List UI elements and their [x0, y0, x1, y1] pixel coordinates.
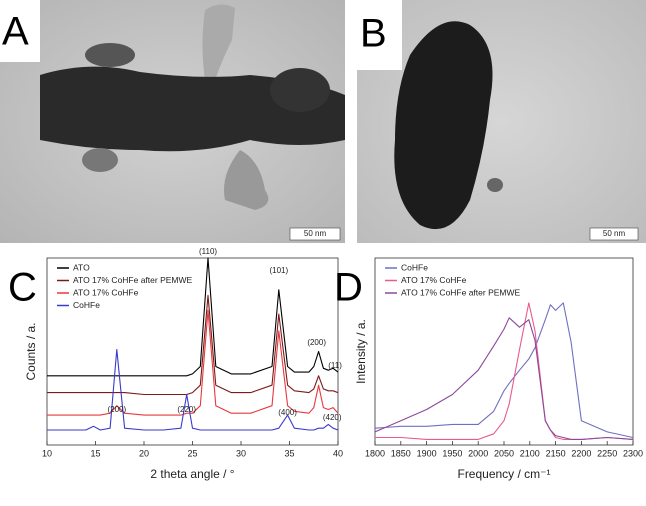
legend-label: CoHFe: [73, 300, 100, 310]
x-tick-label: 1900: [417, 448, 437, 458]
series-line: [47, 309, 339, 416]
x-tick-label: 2150: [546, 448, 566, 458]
series-line: [374, 302, 634, 439]
scale-bar-label: 50 nm: [304, 229, 327, 238]
legend-label: CoHFe: [401, 262, 428, 272]
peak-label: (400): [278, 408, 297, 417]
panel-letter: A: [2, 10, 29, 54]
scale-bar-label: 50 nm: [603, 229, 626, 238]
peak-label: (101): [269, 266, 288, 275]
x-tick-label: 35: [284, 448, 294, 458]
x-tick-label: 10: [42, 448, 52, 458]
x-tick-label: 30: [236, 448, 246, 458]
legend-label: ATO 17% CoHFe: [401, 275, 467, 285]
peak-label: (420): [323, 413, 342, 422]
x-tick-label: 2250: [597, 448, 617, 458]
x-tick-label: 1950: [442, 448, 462, 458]
series-line: [47, 294, 339, 396]
peak-label: (220): [177, 405, 196, 414]
x-tick-label: 25: [187, 448, 197, 458]
peak-label: (11): [328, 361, 342, 370]
tem-image-b: [357, 0, 646, 243]
y-axis-label: Counts / a.: [24, 322, 38, 380]
x-tick-label: 2050: [494, 448, 514, 458]
plot-frame: [374, 257, 634, 446]
legend-label: ATO: [73, 262, 90, 272]
x-tick-label: 2100: [520, 448, 540, 458]
series-line: [375, 302, 634, 440]
series-line: [374, 317, 634, 440]
x-tick-label: 15: [90, 448, 100, 458]
panel-letter: C: [8, 266, 37, 310]
x-tick-label: 2300: [623, 448, 643, 458]
x-tick-label: 1800: [365, 448, 385, 458]
panel-letter: D: [334, 266, 363, 310]
x-tick-label: 40: [333, 448, 343, 458]
series-line: [47, 349, 339, 431]
x-tick-label: 20: [139, 448, 149, 458]
peak-label: (110): [199, 247, 217, 256]
x-axis-label: Frequency / cm⁻¹: [457, 467, 550, 481]
x-tick-label: 2000: [468, 448, 488, 458]
panel-letter: B: [360, 12, 387, 56]
legend-label: ATO 17% CoHFe after PEMWE: [401, 287, 521, 297]
legend-label: ATO 17% CoHFe after PEMWE: [73, 275, 193, 285]
legend-label: ATO 17% CoHFe: [73, 287, 139, 297]
tem-image-a: [0, 0, 345, 243]
peak-label: (200): [107, 405, 126, 414]
series-line: [47, 257, 339, 377]
x-tick-label: 2200: [571, 448, 591, 458]
y-axis-label: Intensity / a.: [354, 319, 368, 384]
peak-label: (200): [307, 338, 326, 347]
x-axis-label: 2 theta angle / °: [150, 467, 234, 481]
x-tick-label: 1850: [391, 448, 411, 458]
